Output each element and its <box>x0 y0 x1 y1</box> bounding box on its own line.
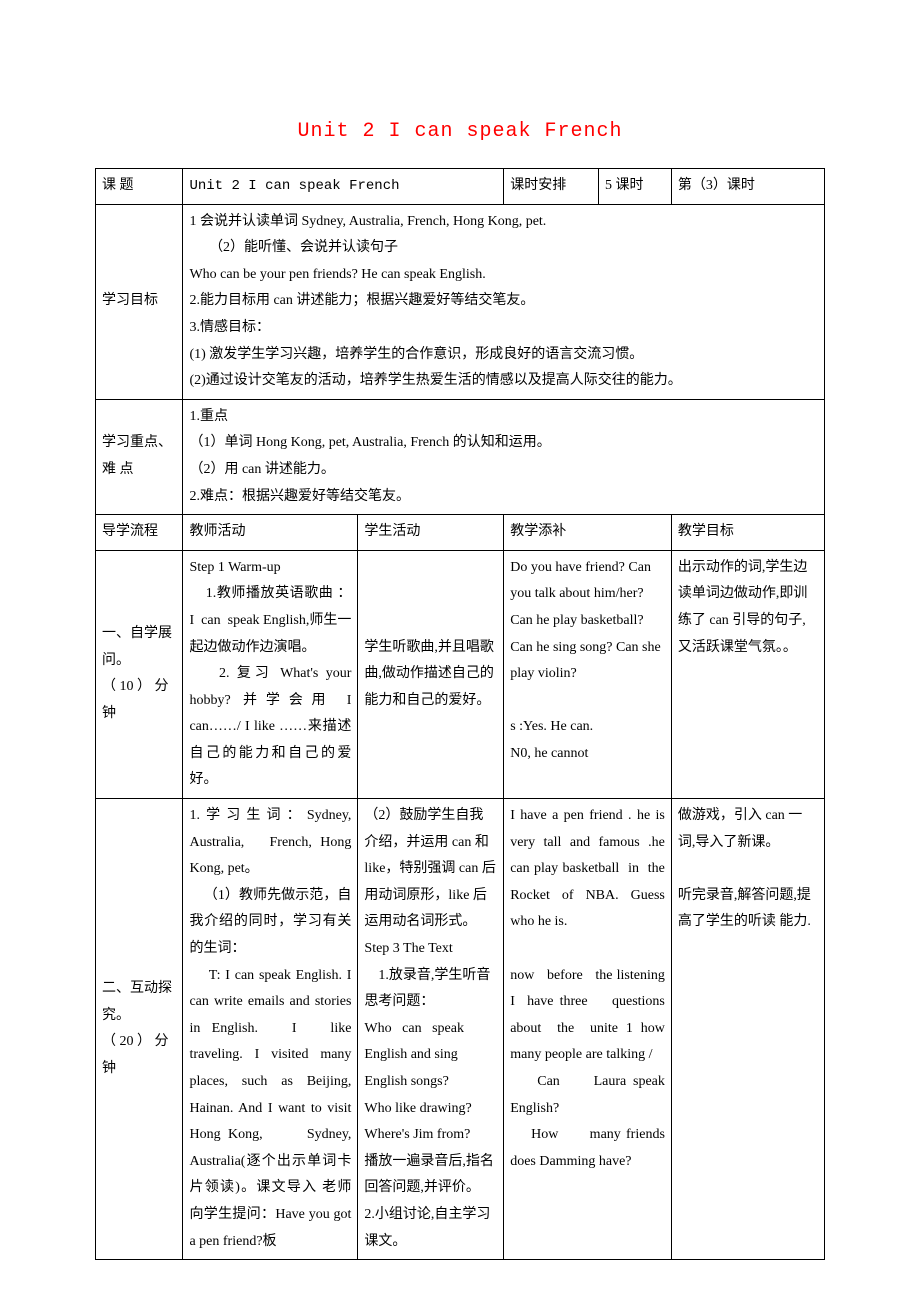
phase-2-goal: 做游戏，引入 can 一词,导入了新课。 听完录音,解答问题,提高了学生的听读 … <box>671 799 824 1260</box>
phase-line: （ 20 ） 分 <box>102 1029 176 1056</box>
objectives-row: 学习目标 1 会说并认读单词 Sydney, Australia, French… <box>96 204 825 399</box>
keshi-anpai-label: 课时安排 <box>504 169 599 205</box>
flow-header-cell: 教学添补 <box>504 515 672 551</box>
phase-1-label: 一、自学展 问。 （ 10 ） 分 钟 <box>96 550 183 798</box>
phase-line: 问。 <box>102 648 176 675</box>
objectives-content: 1 会说并认读单词 Sydney, Australia, French, Hon… <box>183 204 825 399</box>
objectives-line: （2）能听懂、会说并认读句子 <box>189 235 818 262</box>
phase-2-row: 二、互动探 究。 （ 20 ） 分 钟 1.学习生词：Sydney, Austr… <box>96 799 825 1260</box>
keypoints-label-line: 学习重点、 <box>102 430 176 457</box>
keypoints-label-line: 难 点 <box>102 457 176 484</box>
phase-1-teacher: Step 1 Warm-up 1.教师播放英语歌曲 ： I can speak … <box>183 550 358 798</box>
phase-1-student: 学生听歌曲,并且唱歌曲,做动作描述自己的能力和自己的爱好。 <box>358 550 504 798</box>
phase-line: 究。 <box>102 1003 176 1030</box>
phase-line: 钟 <box>102 1056 176 1083</box>
keshi-count: 5 课时 <box>598 169 671 205</box>
keti-value: Unit 2 I can speak French <box>183 169 504 205</box>
page-title: Unit 2 I can speak French <box>95 120 825 143</box>
keypoints-content: 1.重点 （1）单词 Hong Kong, pet, Australia, Fr… <box>183 399 825 514</box>
header-row: 课 题 Unit 2 I can speak French 课时安排 5 课时 … <box>96 169 825 205</box>
phase-line: 二、互动探 <box>102 976 176 1003</box>
keypoints-line: （2）用 can 讲述能力。 <box>189 457 818 484</box>
flow-header-cell: 教师活动 <box>183 515 358 551</box>
objectives-line: 3.情感目标： <box>189 315 818 342</box>
phase-line: 钟 <box>102 701 176 728</box>
keti-label: 课 题 <box>96 169 183 205</box>
phase-1-row: 一、自学展 问。 （ 10 ） 分 钟 Step 1 Warm-up 1.教师播… <box>96 550 825 798</box>
keypoints-line: 1.重点 <box>189 404 818 431</box>
keypoints-row: 学习重点、 难 点 1.重点 （1）单词 Hong Kong, pet, Aus… <box>96 399 825 514</box>
phase-2-label: 二、互动探 究。 （ 20 ） 分 钟 <box>96 799 183 1260</box>
phase-2-teacher: 1.学习生词：Sydney, Australia, French, Hong K… <box>183 799 358 1260</box>
phase-1-supplement: Do you have friend? Can you talk about h… <box>504 550 672 798</box>
objectives-line: 2.能力目标用 can 讲述能力；根据兴趣爱好等结交笔友。 <box>189 288 818 315</box>
keshi-current: 第（3）课时 <box>671 169 824 205</box>
phase-2-supplement: I have a pen friend . he is very tall an… <box>504 799 672 1260</box>
lesson-plan-table: 课 题 Unit 2 I can speak French 课时安排 5 课时 … <box>95 168 825 1260</box>
flow-header-cell: 学生活动 <box>358 515 504 551</box>
phase-2-student: （2）鼓励学生自我介绍，并运用 can 和 like，特别强调 can 后用动词… <box>358 799 504 1260</box>
keypoints-line: （1）单词 Hong Kong, pet, Australia, French … <box>189 430 818 457</box>
objectives-line: (1) 激发学生学习兴趣，培养学生的合作意识，形成良好的语言交流习惯。 <box>189 342 818 369</box>
objectives-label: 学习目标 <box>96 204 183 399</box>
flow-header-row: 导学流程 教师活动 学生活动 教学添补 教学目标 <box>96 515 825 551</box>
objectives-line: 1 会说并认读单词 Sydney, Australia, French, Hon… <box>189 209 818 236</box>
flow-header-cell: 教学目标 <box>671 515 824 551</box>
objectives-line: Who can be your pen friends? He can spea… <box>189 262 818 289</box>
keypoints-label: 学习重点、 难 点 <box>96 399 183 514</box>
keypoints-line: 2.难点：根据兴趣爱好等结交笔友。 <box>189 484 818 511</box>
flow-header-cell: 导学流程 <box>96 515 183 551</box>
objectives-line: (2)通过设计交笔友的活动，培养学生热爱生活的情感以及提高人际交往的能力。 <box>189 368 818 395</box>
phase-line: （ 10 ） 分 <box>102 674 176 701</box>
phase-line: 一、自学展 <box>102 621 176 648</box>
phase-1-goal: 出示动作的词,学生边读单词边做动作,即训练了 can 引导的句子,又活跃课堂气氛… <box>671 550 824 798</box>
